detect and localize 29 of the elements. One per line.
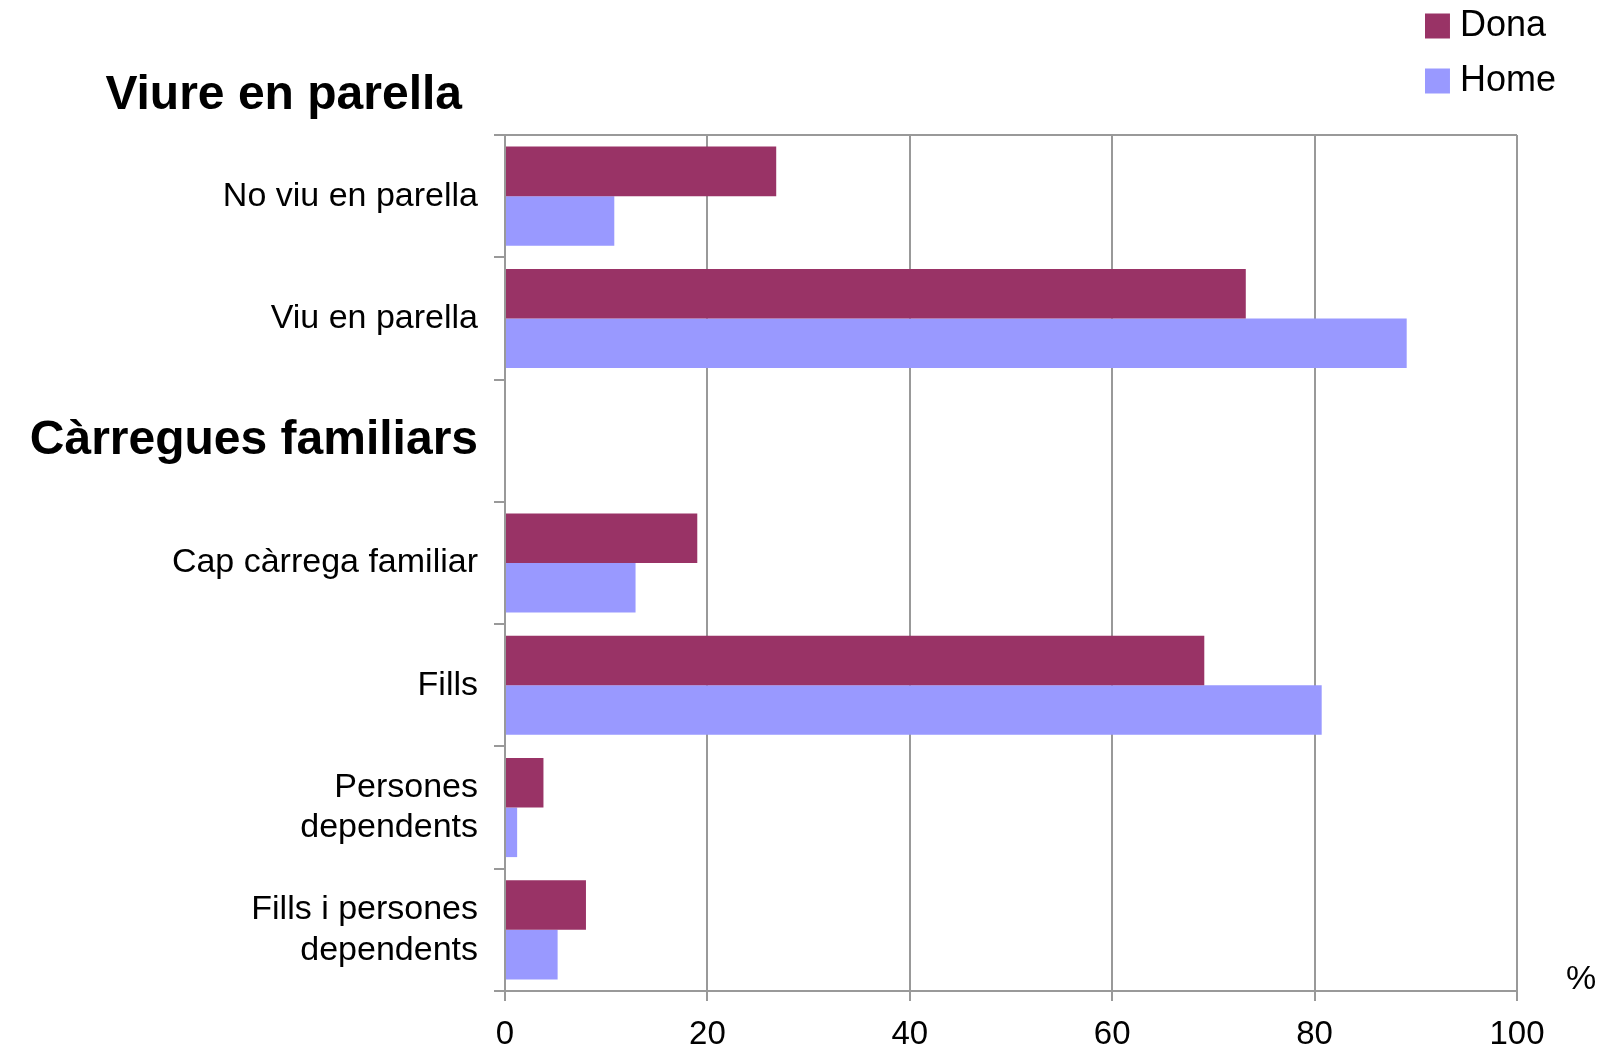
bar — [506, 146, 777, 197]
x-tick-label: 40 — [891, 1013, 929, 1051]
legend-label: Home — [1459, 57, 1556, 99]
bar — [506, 513, 698, 563]
bar — [506, 268, 1246, 319]
bar — [506, 318, 1407, 368]
y-tick-label: No viu en parella — [222, 174, 479, 213]
y-tick-label: Cap càrrega familiar — [171, 541, 478, 580]
chart-title: Viure en parella — [105, 66, 463, 120]
bar — [506, 635, 1205, 686]
x-tick-label: 60 — [1093, 1013, 1131, 1051]
x-tick-label: 20 — [689, 1013, 726, 1051]
y-tick-label: Fills i persones dependents — [251, 887, 478, 967]
y-tick-label: Persones dependents — [300, 765, 478, 845]
x-tick-label: 0 — [495, 1013, 515, 1051]
y-tick-label: Fills — [417, 663, 478, 702]
bar — [506, 880, 586, 930]
x-axis-title: % — [1565, 958, 1597, 997]
bar — [506, 563, 636, 613]
bar — [506, 807, 518, 858]
y-tick-label: Viu en parella — [270, 296, 479, 335]
bar — [506, 196, 615, 246]
bar — [506, 758, 544, 808]
legend-label: Dona — [1459, 2, 1548, 44]
bar — [506, 929, 558, 980]
y-tick-label: Càrregues familiars — [29, 410, 478, 464]
x-tick-label: 80 — [1296, 1013, 1333, 1051]
x-tick-label: 100 — [1489, 1013, 1545, 1051]
bar — [506, 685, 1322, 735]
